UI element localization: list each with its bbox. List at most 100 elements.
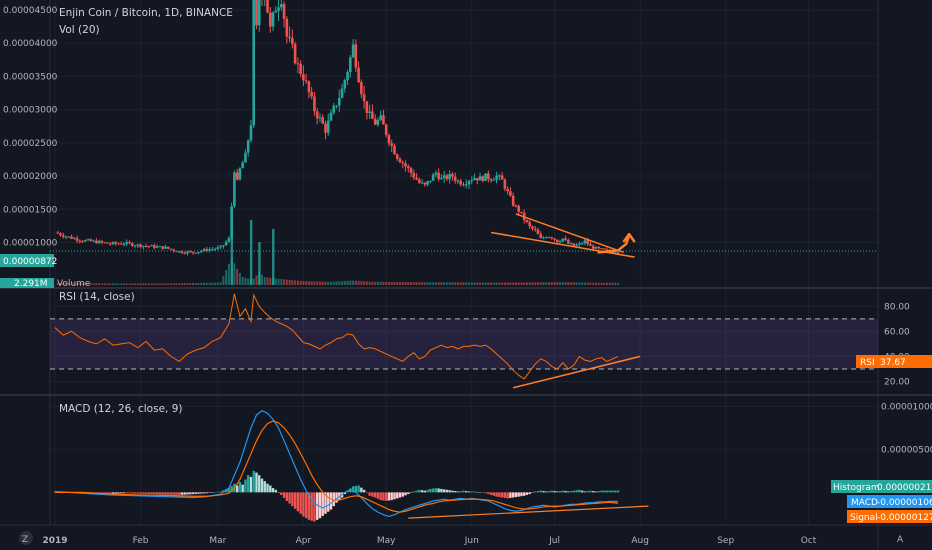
candle-body (169, 248, 173, 250)
volume-bar (222, 276, 225, 285)
candle-body (150, 245, 153, 247)
macd-histogram-bar (202, 492, 206, 494)
candle-body (387, 135, 391, 144)
x-tick-2: Mar (209, 536, 226, 546)
candle-body (249, 125, 253, 141)
candle-body (271, 12, 275, 27)
axis-settings-icon[interactable]: A (897, 535, 904, 545)
candle-body (567, 239, 570, 244)
volume-bar (376, 281, 379, 285)
candle-body (175, 250, 178, 253)
macd-histogram-bar (136, 492, 139, 494)
volume-bar (432, 282, 435, 285)
candle-body (404, 163, 407, 167)
rsi-value-label: RSI (860, 358, 875, 368)
volume-bar (365, 281, 368, 285)
volume-bar (294, 280, 297, 285)
candle-body (558, 241, 562, 243)
macd-histogram-bar (442, 489, 446, 493)
candle-body (128, 241, 131, 244)
macd-histogram-bar (418, 489, 421, 493)
macd-histogram-bar (445, 489, 449, 493)
candle-body (365, 101, 369, 113)
volume-bar (586, 282, 589, 285)
macd-histogram-bar (327, 492, 330, 512)
candle-body (525, 220, 529, 223)
candle-body (197, 251, 200, 254)
x-tick-5: Jun (464, 536, 479, 546)
candle-body (340, 88, 344, 98)
macd-histogram-bar (318, 492, 322, 519)
candle-body (561, 238, 565, 242)
macd-histogram-bar (500, 492, 504, 498)
candle-body (528, 222, 532, 227)
tradingview-logo-icon[interactable]: Z (19, 531, 33, 545)
volume-bar (208, 282, 211, 285)
breakout-arrow-path (597, 233, 631, 254)
candle-body (376, 120, 380, 125)
candle-body (274, 10, 278, 13)
macd-histogram-bar (597, 491, 600, 493)
candle-body (429, 180, 432, 182)
volume-bar (153, 283, 156, 285)
volume-bar (608, 282, 611, 285)
volume-bar (145, 283, 148, 285)
candle-body (586, 240, 589, 245)
candle-body (564, 238, 567, 240)
candle-body (161, 246, 164, 249)
candle-body (351, 44, 355, 58)
volume-bar (161, 283, 164, 285)
price-y-tick-1: 0.00001500 (3, 205, 58, 215)
x-tick-8: Sep (717, 536, 734, 546)
volume-bar (299, 280, 302, 285)
candle-body (241, 162, 244, 169)
candle-body (346, 72, 349, 81)
volume-bar (390, 281, 393, 285)
candle-body (144, 245, 148, 247)
volume-bar (352, 280, 355, 285)
macd-histogram-bar (244, 479, 247, 493)
macd-histogram-bar (291, 492, 294, 507)
volume-bar (498, 282, 501, 285)
volume-bar (78, 282, 81, 285)
volume-bar (269, 277, 272, 285)
macd-histogram-bar (608, 490, 611, 493)
volume-bar (324, 281, 327, 285)
macd-pane (53, 410, 649, 522)
candle-body (329, 112, 333, 121)
candle-body (224, 241, 228, 246)
candle-body (117, 243, 120, 245)
candle-body (597, 246, 601, 249)
candle-body (219, 246, 222, 248)
macd-histogram-bar (592, 491, 595, 493)
volume-bar (139, 283, 142, 285)
volume-bar (572, 282, 575, 285)
macd-histogram-bar (296, 492, 300, 512)
volume-bar (238, 273, 241, 285)
macd-histogram-bar (120, 492, 123, 494)
wedge-upper-line (515, 213, 624, 254)
macd-histogram-bar (103, 492, 106, 494)
macd-histogram-bar (131, 492, 134, 494)
candle-body (498, 175, 501, 177)
volume-bar (393, 281, 396, 285)
macd-histogram-bar (611, 490, 614, 493)
volume-bar (385, 281, 388, 285)
candle-body (89, 239, 93, 242)
volume-bar (277, 278, 280, 285)
histogram-tag-value: 0.00000021 (877, 483, 931, 493)
candle-body (73, 238, 76, 240)
candle-body (500, 175, 504, 180)
volume-bar (531, 282, 534, 285)
volume-bar (399, 282, 401, 285)
macd-histogram-bar (578, 489, 581, 493)
macd-histogram-bar (390, 492, 393, 501)
candle-body (440, 178, 443, 180)
macd-histogram-bar (247, 475, 250, 493)
volume-bar (84, 283, 87, 285)
candle-body (539, 234, 543, 239)
volume-bar (87, 283, 90, 285)
macd-histogram-bar (368, 492, 371, 496)
macd-histogram-bar (175, 492, 178, 495)
